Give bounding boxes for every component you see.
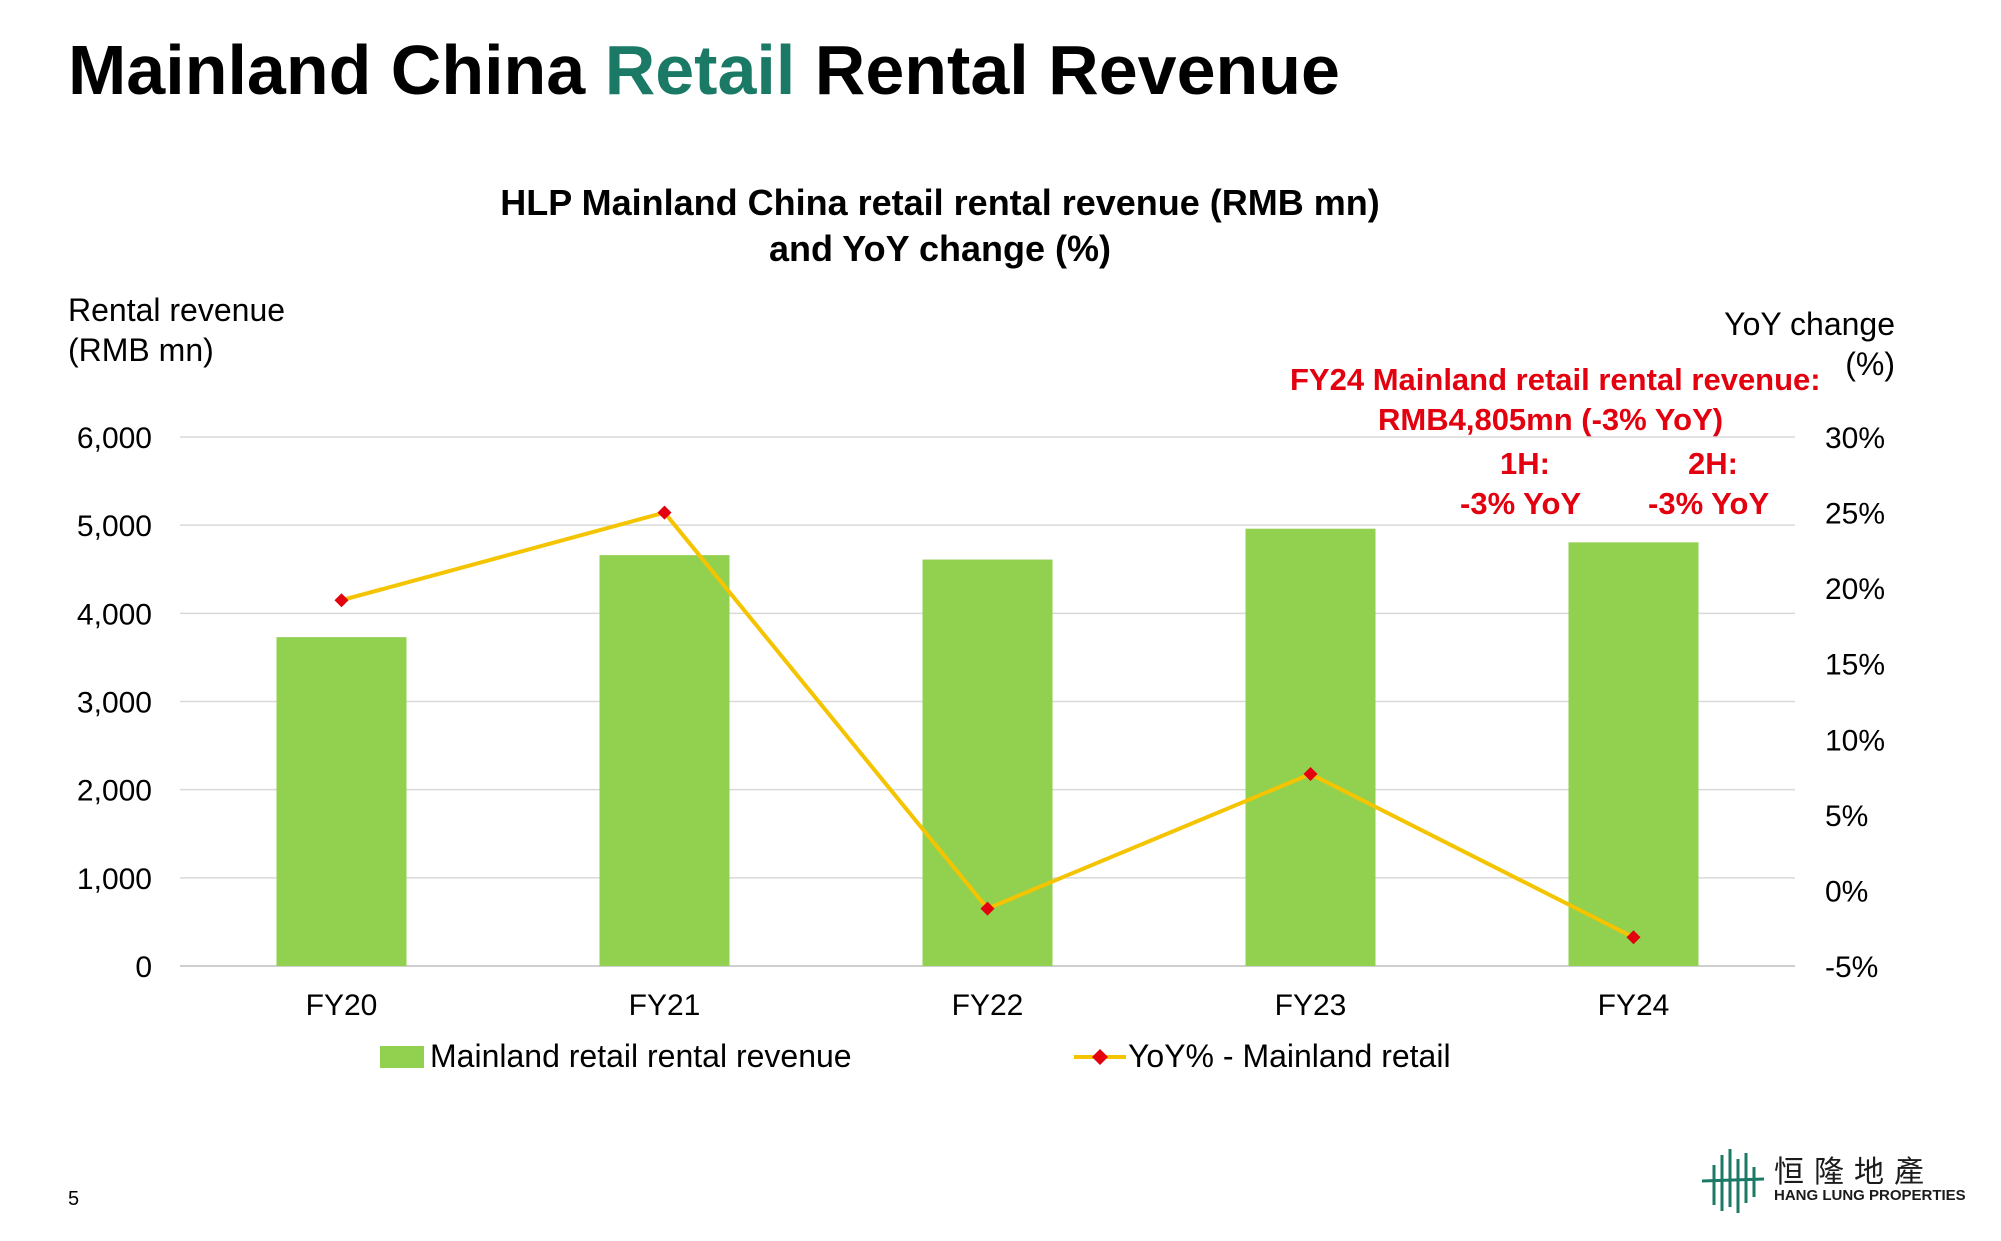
y-tick-label: 1,000	[77, 863, 152, 896]
x-tick-label: FY23	[1275, 989, 1347, 1022]
y-axis-label-right-line2: (%)	[1845, 346, 1895, 382]
y2-tick-label: 15%	[1825, 649, 1885, 682]
yoy-point-fy24	[1626, 930, 1641, 945]
bar-fy22	[922, 559, 1053, 966]
y-tick-label: 3,000	[77, 687, 152, 720]
y2-tick-label: 0%	[1825, 875, 1868, 908]
legend-item-yoy: YoY% - Mainland retail	[1074, 1038, 1451, 1075]
y-tick-label: 5,000	[77, 510, 152, 543]
yoy-point-fy21	[657, 505, 672, 520]
y-tick-label: 4,000	[77, 598, 152, 631]
y2-tick-label: 5%	[1825, 800, 1868, 833]
chart-title: HLP Mainland China retail rental revenue…	[0, 180, 1880, 272]
title-part1: Mainland China	[68, 31, 605, 109]
chart-title-line2: and YoY change (%)	[768, 228, 1112, 269]
y-tick-label: 0	[135, 951, 152, 984]
y-axis-label-left-line1: Rental revenue	[68, 292, 286, 328]
legend-label-revenue: Mainland retail rental revenue	[430, 1038, 852, 1074]
y2-tick-label: -5%	[1825, 951, 1878, 984]
logo-english: HANG LUNG PROPERTIES	[1774, 1187, 1966, 1204]
h2-label: 2H:	[1688, 446, 1738, 481]
x-tick-label: FY21	[629, 989, 701, 1022]
h1-label: 1H:	[1500, 446, 1550, 481]
x-tick-label: FY24	[1598, 989, 1670, 1022]
legend-item-revenue: Mainland retail rental revenue	[380, 1038, 852, 1075]
y-tick-label: 2,000	[77, 775, 152, 808]
y-tick-label: 6,000	[77, 422, 152, 455]
company-logo: 恒隆地產 HANG LUNG PROPERTIES	[1700, 1145, 1970, 1215]
legend-label-yoy: YoY% - Mainland retail	[1128, 1038, 1451, 1074]
yoy-point-fy22	[980, 901, 995, 916]
page-number: 5	[68, 1188, 80, 1210]
h1-value: -3% YoY	[1460, 486, 1582, 521]
chart-title-line1: HLP Mainland China retail rental revenue…	[500, 182, 1380, 223]
y2-tick-label: 30%	[1825, 422, 1885, 455]
y-axis-label-right-line1: YoY change	[1724, 306, 1895, 342]
y-axis-label-left-line2: (RMB mn)	[68, 332, 214, 368]
y-axis-label-left: Rental revenue (RMB mn)	[68, 290, 285, 370]
title-part2: Rental Revenue	[795, 31, 1340, 109]
bar-fy23	[1245, 528, 1376, 966]
x-tick-label: FY20	[306, 989, 378, 1022]
bar-fy20	[276, 637, 407, 966]
fy24-note-line2: RMB4,805mn (-3% YoY)	[1378, 402, 1724, 437]
h2-value: -3% YoY	[1648, 486, 1770, 521]
yoy-point-fy20	[334, 593, 349, 608]
y-axis-label-right: YoY change (%)	[1724, 304, 1895, 384]
logo-chinese: 恒隆地產	[1774, 1156, 1934, 1189]
legend-swatch-line	[1074, 1048, 1126, 1065]
x-tick-label: FY22	[952, 989, 1024, 1022]
y2-tick-label: 10%	[1825, 724, 1885, 757]
fy24-note-line1: FY24 Mainland retail rental revenue:	[1290, 362, 1821, 397]
title-accent: Retail	[604, 31, 796, 109]
bar-fy24	[1568, 542, 1699, 966]
hang-lung-logo-icon	[1701, 1149, 1765, 1213]
bar-fy21	[599, 555, 730, 966]
page-title: Mainland China Retail Rental Revenue	[68, 30, 1340, 110]
legend-swatch-bar	[380, 1045, 424, 1068]
y2-tick-label: 25%	[1825, 498, 1885, 531]
yoy-point-fy23	[1303, 767, 1318, 782]
y2-tick-label: 20%	[1825, 573, 1885, 606]
